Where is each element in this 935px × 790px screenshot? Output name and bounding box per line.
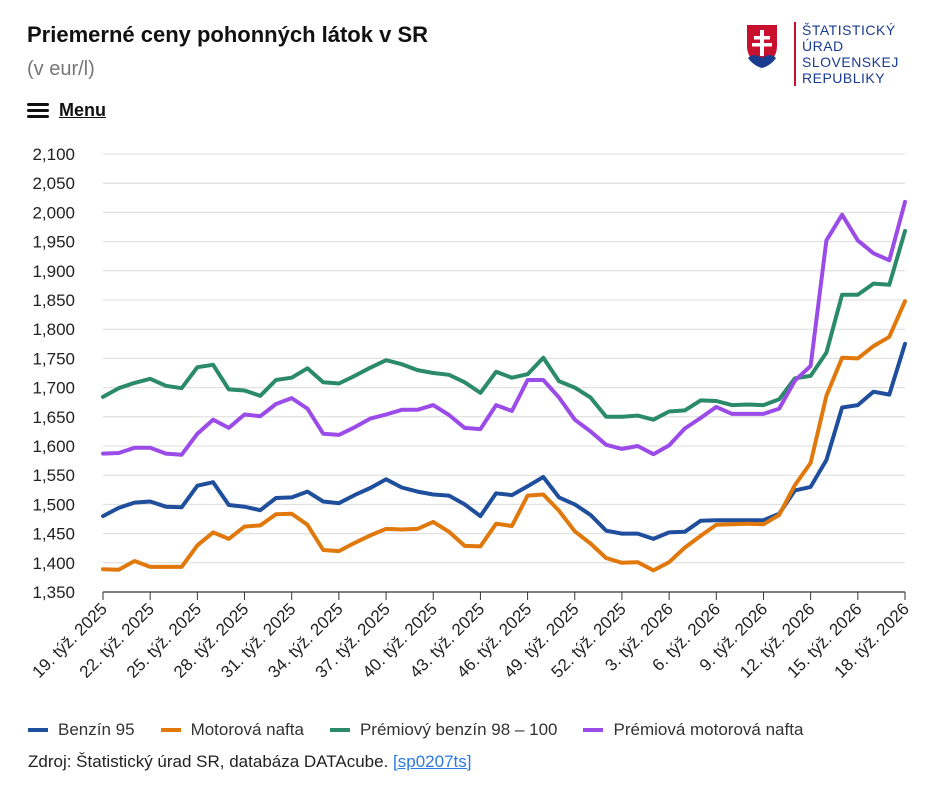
source-note: Zdroj: Štatistický úrad SR, databáza DAT…: [28, 752, 472, 772]
logo-line: REPUBLIKY: [802, 70, 886, 86]
y-axis: 2,100 2,050 2,000 1,950 1,900 1,850 1,800 1,750…: [32, 145, 75, 602]
legend-swatch: [583, 728, 604, 732]
y-tick-label: 1,650: [32, 408, 75, 427]
logo: ŠTATISTICKÝ ÚRAD SLOVENSKEJ REPUBLIKY: [744, 22, 899, 86]
menu-button[interactable]: Menu: [27, 100, 106, 121]
series-lines: [101, 199, 907, 573]
hamburger-icon: [27, 102, 49, 119]
y-tick-label: 1,700: [32, 379, 75, 398]
logo-text: ŠTATISTICKÝ ÚRAD SLOVENSKEJ REPUBLIKY: [794, 22, 899, 86]
legend-item[interactable]: Prémiová motorová nafta: [583, 720, 803, 740]
y-tick-label: 1,600: [32, 437, 75, 456]
source-link[interactable]: [sp0207ts]: [393, 752, 472, 771]
y-tick-label: 1,450: [32, 525, 75, 544]
legend-label: Motorová nafta: [190, 720, 304, 739]
series-line: [101, 299, 907, 573]
legend-item[interactable]: Benzín 95: [28, 720, 135, 740]
series-line: [101, 229, 907, 422]
chart-title: Priemerné ceny pohonných látok v SR: [27, 22, 429, 47]
y-tick-label: 1,500: [32, 495, 75, 514]
y-tick-label: 1,900: [32, 262, 75, 281]
series-line: [101, 341, 907, 541]
legend-swatch: [160, 728, 181, 732]
legend-item[interactable]: Motorová nafta: [160, 720, 304, 740]
legend-label: Prémiová motorová nafta: [613, 720, 804, 739]
series-line: [101, 199, 907, 457]
grid: [103, 153, 905, 593]
y-tick-label: 1,950: [32, 233, 75, 252]
line-chart: 2,100 2,050 2,000 1,950 1,900 1,850 1,800 1,750…: [29, 145, 913, 682]
legend-label: Benzín 95: [58, 720, 135, 739]
logo-line: ÚRAD: [802, 38, 844, 54]
logo-line: ŠTATISTICKÝ: [802, 22, 896, 38]
coat-of-arms-icon: [745, 23, 779, 70]
y-tick-label: 2,000: [32, 203, 75, 222]
y-tick-label: 1,400: [32, 554, 75, 573]
y-tick-label: 1,850: [32, 291, 75, 310]
y-tick-label: 2,100: [32, 145, 75, 164]
legend-swatch: [329, 728, 350, 732]
y-tick-label: 1,550: [32, 466, 75, 485]
y-tick-label: 1,750: [32, 349, 75, 368]
y-tick-label: 1,800: [32, 320, 75, 339]
source-text: Zdroj: Štatistický úrad SR, databáza DAT…: [28, 752, 389, 771]
menu-label: Menu: [59, 100, 106, 120]
y-tick-label: 2,050: [32, 174, 75, 193]
y-tick-label: 1,350: [32, 583, 75, 602]
legend-label: Prémiový benzín 98 – 100: [359, 720, 558, 739]
legend: Benzín 95 Motorová nafta Prémiový benzín 9…: [28, 720, 829, 740]
logo-line: SLOVENSKEJ: [802, 54, 899, 70]
legend-item[interactable]: Prémiový benzín 98 – 100: [329, 720, 558, 740]
chart-subtitle: (v eur/l): [27, 58, 95, 80]
legend-swatch: [28, 728, 48, 732]
